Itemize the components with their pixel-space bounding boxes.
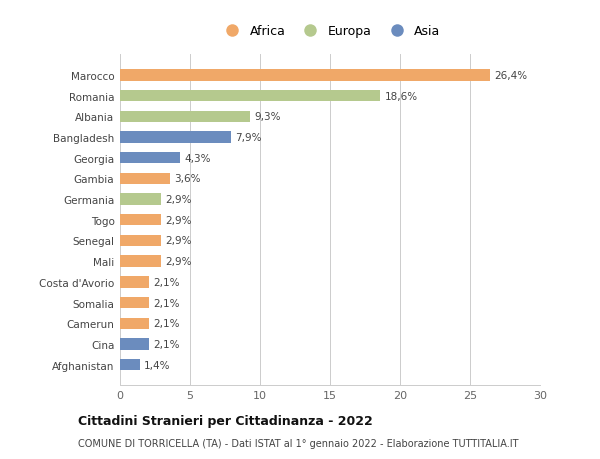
Text: 2,1%: 2,1% — [154, 298, 180, 308]
Bar — [120, 339, 149, 350]
Text: Cittadini Stranieri per Cittadinanza - 2022: Cittadini Stranieri per Cittadinanza - 2… — [78, 414, 373, 428]
Bar — [120, 132, 230, 143]
Text: 2,9%: 2,9% — [165, 236, 191, 246]
Bar — [120, 277, 149, 288]
Text: 2,1%: 2,1% — [154, 319, 180, 329]
Bar — [120, 235, 161, 246]
Text: 2,1%: 2,1% — [154, 277, 180, 287]
Legend: Africa, Europa, Asia: Africa, Europa, Asia — [220, 25, 440, 38]
Text: 2,1%: 2,1% — [154, 339, 180, 349]
Text: 2,9%: 2,9% — [165, 215, 191, 225]
Text: 1,4%: 1,4% — [144, 360, 170, 370]
Bar — [120, 70, 490, 81]
Text: 2,9%: 2,9% — [165, 257, 191, 267]
Bar — [120, 91, 380, 102]
Bar — [120, 297, 149, 308]
Bar — [120, 318, 149, 329]
Text: 3,6%: 3,6% — [175, 174, 201, 184]
Text: 7,9%: 7,9% — [235, 133, 262, 143]
Bar — [120, 256, 161, 267]
Bar — [120, 359, 140, 370]
Bar — [120, 153, 180, 164]
Text: 18,6%: 18,6% — [385, 91, 418, 101]
Text: 26,4%: 26,4% — [494, 71, 527, 81]
Text: 4,3%: 4,3% — [184, 153, 211, 163]
Bar — [120, 112, 250, 123]
Bar — [120, 215, 161, 226]
Text: COMUNE DI TORRICELLA (TA) - Dati ISTAT al 1° gennaio 2022 - Elaborazione TUTTITA: COMUNE DI TORRICELLA (TA) - Dati ISTAT a… — [78, 438, 518, 448]
Text: 9,3%: 9,3% — [254, 112, 281, 122]
Text: 2,9%: 2,9% — [165, 195, 191, 205]
Bar — [120, 194, 161, 205]
Bar — [120, 174, 170, 185]
